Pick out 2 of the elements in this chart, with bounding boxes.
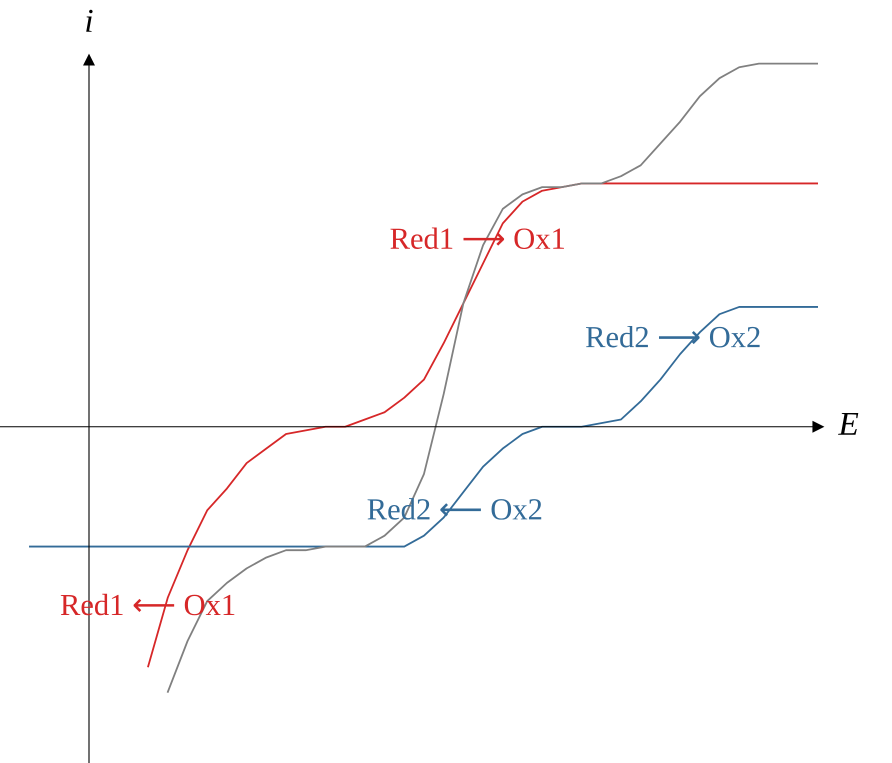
x-axis-title: E [838,412,858,435]
y-axis-title: i [86,10,93,32]
